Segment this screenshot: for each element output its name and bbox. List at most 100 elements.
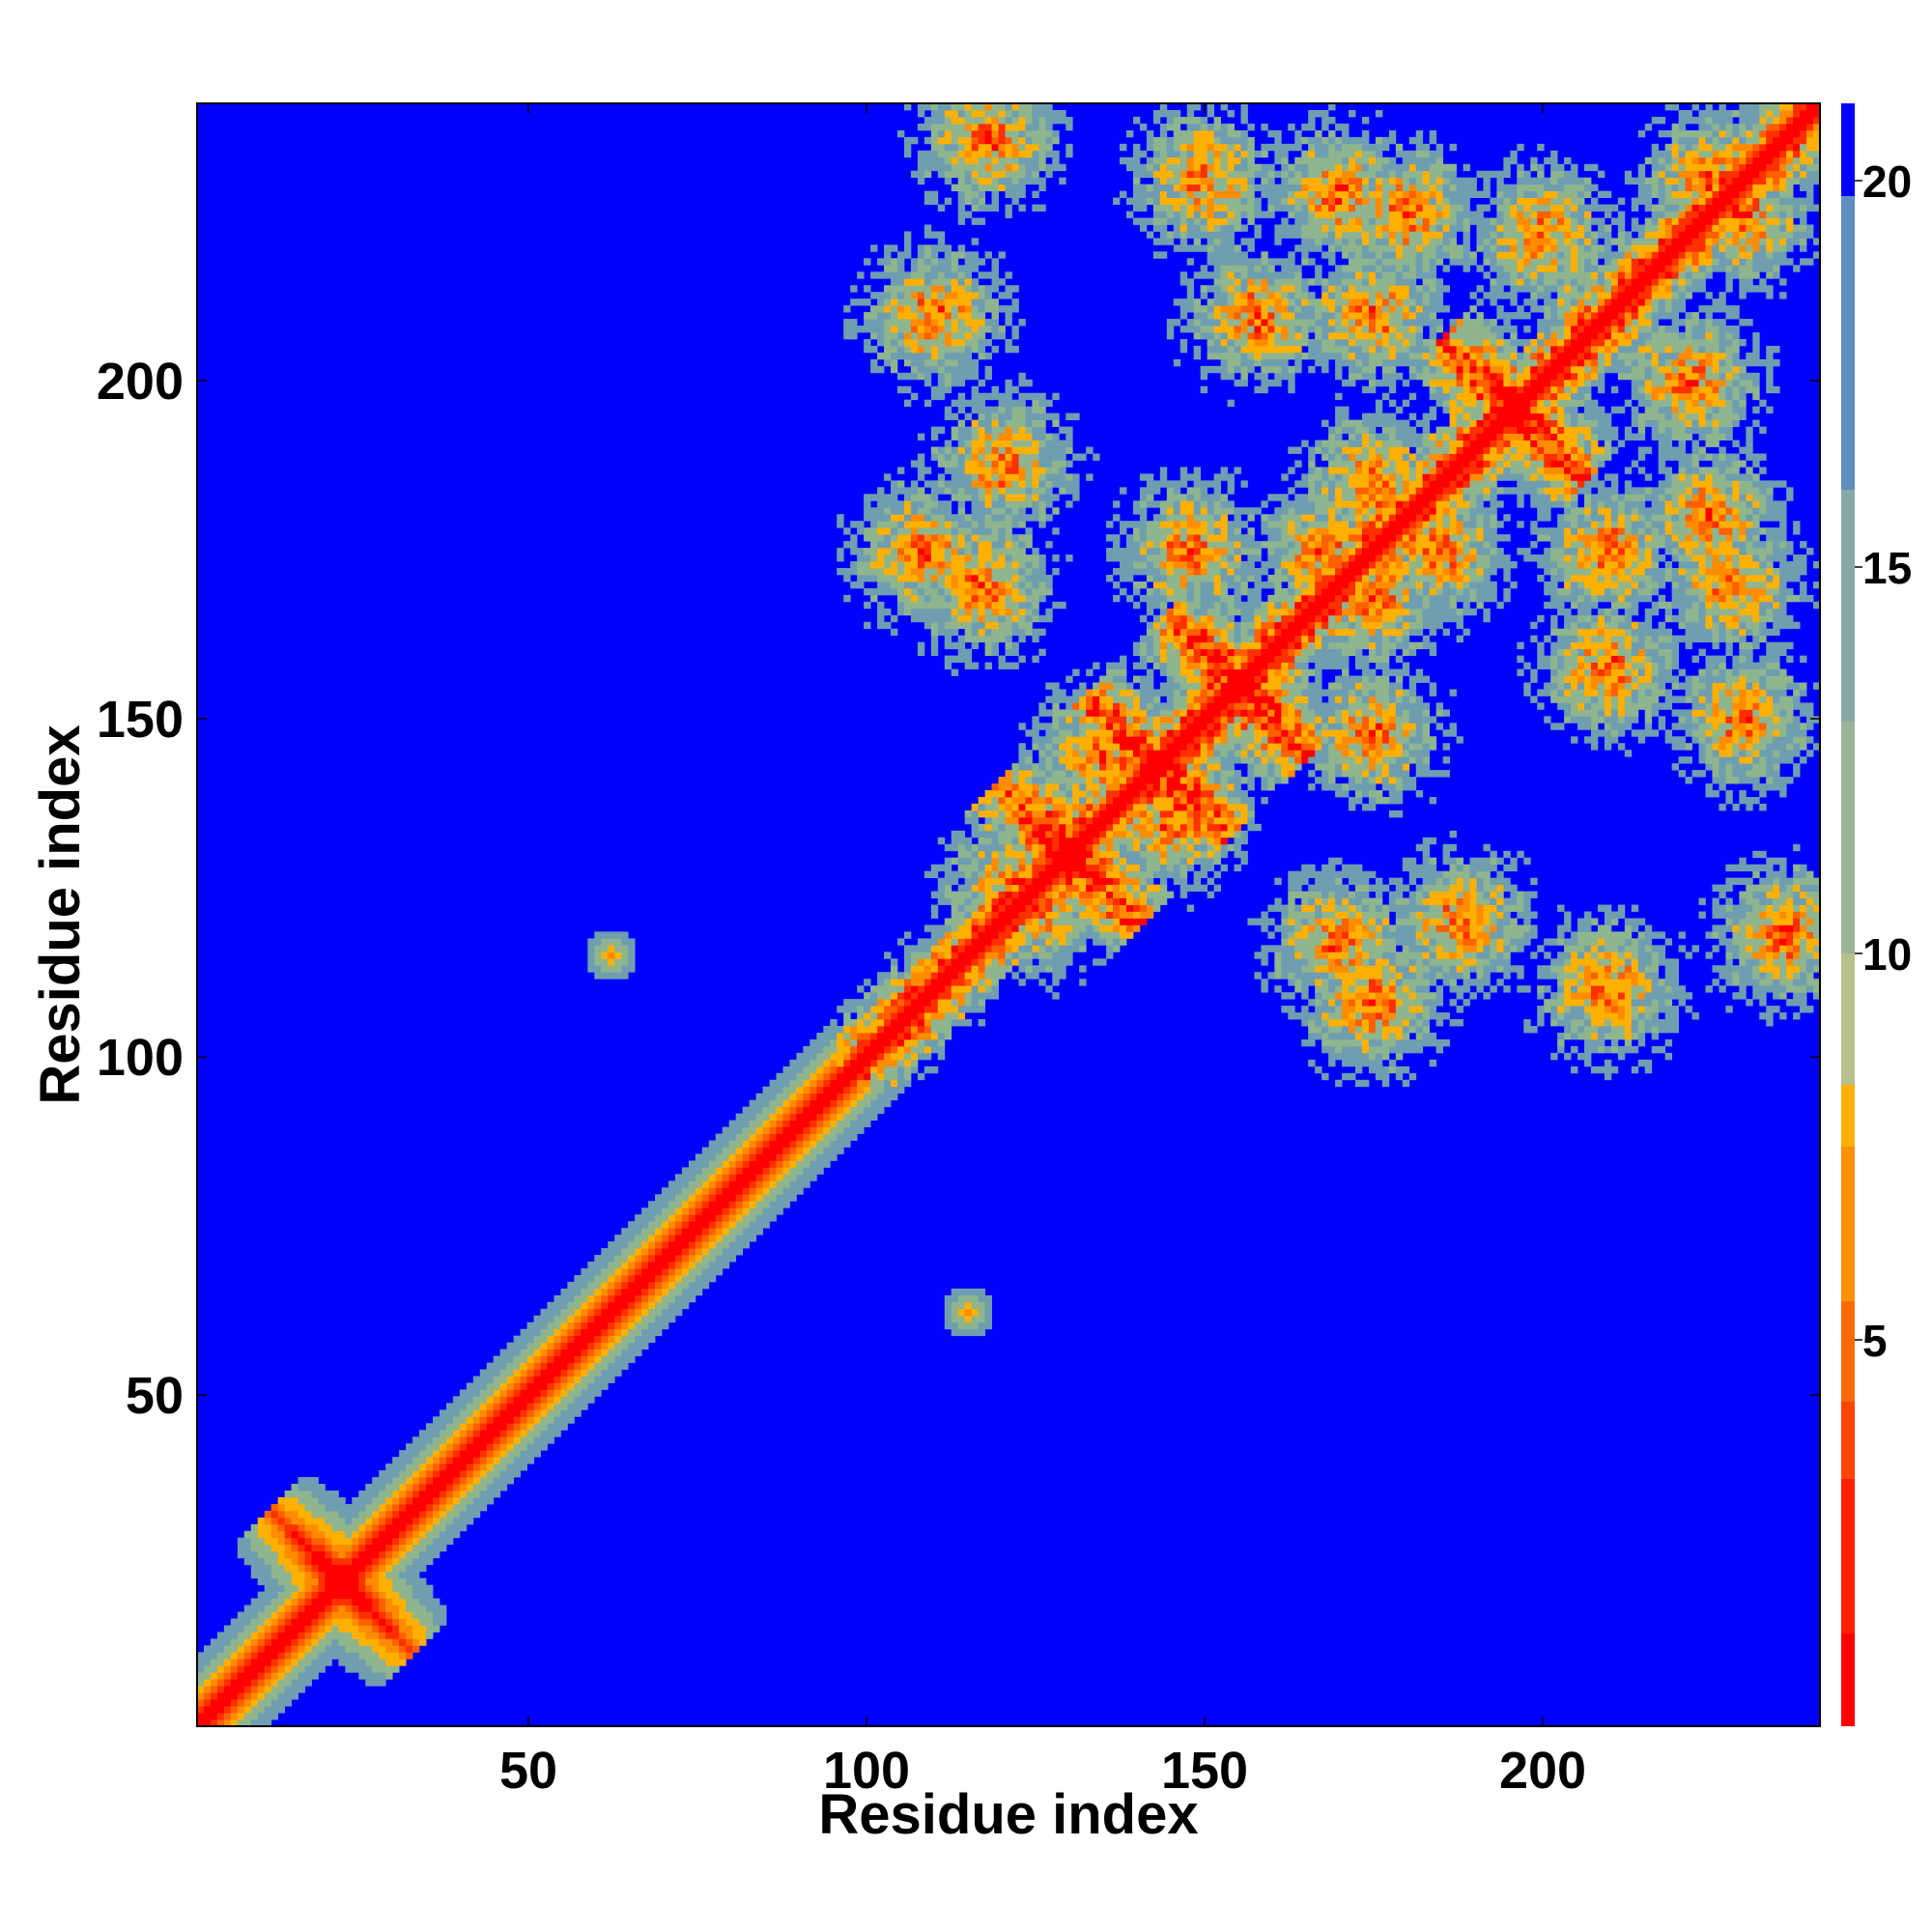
heatmap-cell [270, 1699, 279, 1707]
heatmap-cell [311, 1517, 319, 1525]
heatmap-cell [789, 1086, 797, 1094]
heatmap-cell [917, 608, 925, 616]
heatmap-cell [1052, 156, 1060, 165]
heatmap-cell [662, 1321, 669, 1330]
heatmap-cell [1072, 850, 1080, 859]
heatmap-cell [944, 258, 952, 266]
heatmap-cell [459, 1503, 468, 1512]
heatmap-cell [843, 1093, 851, 1101]
heatmap-cell [1072, 790, 1080, 798]
heatmap-cell [345, 1550, 353, 1559]
heatmap-cell [864, 338, 871, 347]
heatmap-cell [439, 1605, 447, 1612]
heatmap-cell [944, 460, 952, 468]
heatmap-cell [971, 177, 980, 185]
heatmap-cell [749, 1133, 756, 1141]
heatmap-cell [1045, 696, 1053, 703]
heatmap-cell [782, 1201, 790, 1208]
heatmap-cell [526, 1342, 534, 1350]
heatmap-cell [1093, 891, 1100, 898]
heatmap-cell [1011, 332, 1019, 340]
heatmap-cell [1045, 823, 1053, 832]
heatmap-cell [237, 1638, 245, 1646]
heatmap-cell [695, 1228, 703, 1236]
heatmap-cell [964, 211, 973, 218]
heatmap-cell [701, 1187, 710, 1195]
heatmap-cell [830, 1045, 838, 1054]
heatmap-cell [1079, 816, 1087, 825]
heatmap-cell [472, 1470, 481, 1478]
heatmap-cell [930, 426, 939, 434]
heatmap-cell [1093, 850, 1100, 859]
heatmap-cell [998, 184, 1006, 192]
heatmap-cell [776, 1147, 783, 1154]
heatmap-cell [1086, 803, 1094, 811]
heatmap-cell [1065, 918, 1073, 925]
heatmap-cell [978, 480, 985, 488]
heatmap-cell [1052, 938, 1060, 946]
heatmap-cell [277, 1503, 286, 1512]
heatmap-cell [984, 426, 992, 434]
heatmap-cell [1079, 938, 1087, 946]
heatmap-cell [452, 1517, 461, 1525]
heatmap-cell [891, 338, 898, 347]
heatmap-cell [877, 1052, 885, 1061]
heatmap-cell [243, 1659, 252, 1666]
heatmap-cell [891, 285, 898, 293]
heatmap-cell [277, 1510, 286, 1519]
heatmap-cell [284, 1557, 292, 1566]
heatmap-cell [810, 1099, 817, 1108]
heatmap-cell [923, 965, 932, 973]
heatmap-cell [991, 332, 999, 340]
heatmap-cell [708, 1248, 717, 1256]
heatmap-cell [1045, 587, 1053, 596]
heatmap-cell [432, 1550, 440, 1559]
heatmap-cell [318, 1491, 326, 1498]
heatmap-cell [957, 527, 966, 535]
heatmap-cell [971, 197, 980, 205]
heatmap-cell [837, 1059, 844, 1067]
heatmap-cell [877, 587, 885, 596]
heatmap-cell [755, 1126, 763, 1134]
heatmap-cell [984, 433, 992, 440]
heatmap-cell [769, 1208, 777, 1215]
heatmap-cell [964, 473, 973, 481]
heatmap-cell [937, 156, 946, 165]
heatmap-cell [1025, 945, 1033, 952]
heatmap-cell [223, 1652, 232, 1660]
heatmap-cell [877, 527, 885, 535]
heatmap-cell [304, 1523, 312, 1532]
heatmap-cell [971, 500, 980, 508]
heatmap-cell [601, 1321, 609, 1330]
heatmap-cell [991, 803, 999, 811]
heatmap-cell [581, 1308, 588, 1317]
heatmap-cell [486, 1496, 495, 1505]
heatmap-cell [452, 1484, 461, 1492]
heatmap-cell [937, 305, 946, 313]
heatmap-cell [372, 1611, 380, 1619]
heatmap-cell [937, 392, 946, 401]
heatmap-cell [830, 1065, 838, 1074]
heatmap-cell [1011, 345, 1019, 354]
heatmap-cell [486, 1403, 495, 1410]
heatmap-cell [957, 217, 966, 225]
heatmap-cell [964, 1301, 973, 1310]
heatmap-cell [964, 816, 973, 825]
heatmap-cell [1038, 803, 1046, 811]
heatmap-cell [608, 1301, 615, 1310]
heatmap-cell [978, 163, 985, 172]
heatmap-cell [392, 1632, 400, 1639]
heatmap-cell [991, 548, 999, 555]
heatmap-cell [1038, 103, 1046, 111]
heatmap-cell [608, 1349, 615, 1356]
heatmap-cell [1005, 810, 1012, 818]
heatmap-cell [701, 1174, 710, 1181]
heatmap-cell [432, 1430, 440, 1437]
heatmap-cell [803, 1086, 810, 1094]
heatmap-cell [1025, 608, 1033, 616]
heatmap-cell [459, 1450, 468, 1458]
heatmap-cell [352, 1503, 359, 1512]
heatmap-cell [857, 554, 865, 562]
heatmap-cell [345, 1571, 353, 1579]
heatmap-cell [917, 1006, 925, 1013]
